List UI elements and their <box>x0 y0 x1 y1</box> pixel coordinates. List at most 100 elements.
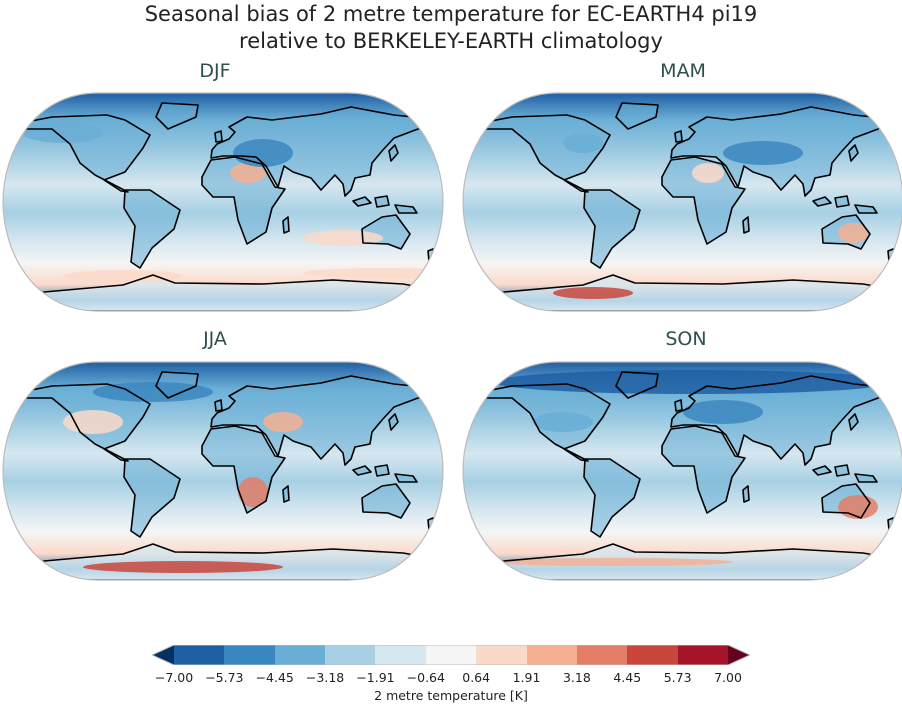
colorbar-segment <box>425 645 477 665</box>
bias-region <box>63 270 183 282</box>
colorbar-tick-label: 5.73 <box>663 670 692 685</box>
coastline <box>388 144 399 162</box>
bias-region <box>553 287 633 299</box>
coastline <box>848 144 859 162</box>
colorbar-segment <box>476 645 528 665</box>
figure-title-line1: Seasonal bias of 2 metre temperature for… <box>144 2 758 26</box>
coastline <box>480 114 611 193</box>
coastline <box>812 465 832 476</box>
bias-region <box>303 268 443 278</box>
coastline <box>361 214 411 250</box>
coastline <box>615 371 659 399</box>
coastline <box>3 543 443 580</box>
colorbar-segment <box>274 645 326 665</box>
colorbar-tick-label: −0.64 <box>406 670 445 685</box>
figure-title-line2: relative to BERKELEY-EARTH climatology <box>239 29 663 53</box>
colorbar-over-extend <box>728 645 750 665</box>
coastline <box>854 473 878 483</box>
coastline <box>615 102 659 130</box>
coastline <box>210 375 443 466</box>
coastline <box>374 464 390 477</box>
coastline <box>463 274 902 311</box>
coastline <box>674 130 683 143</box>
coastline <box>834 195 850 208</box>
coastline <box>210 106 443 197</box>
bias-region <box>692 163 724 183</box>
map-son <box>462 361 902 581</box>
map-jja <box>2 361 444 581</box>
coastline <box>374 195 390 208</box>
coastline <box>214 130 223 143</box>
bias-region <box>83 561 283 573</box>
colorbar-tick-label: 1.91 <box>512 670 541 685</box>
bias-region <box>533 412 593 432</box>
coastline <box>854 204 878 214</box>
colorbar-segment <box>325 645 376 665</box>
map-mam <box>462 92 902 312</box>
coastline <box>123 189 181 269</box>
colorbar <box>152 645 750 665</box>
colorbar-under-extend <box>152 645 174 665</box>
bias-region <box>93 382 213 402</box>
bias-region <box>493 558 733 566</box>
coastline <box>394 473 418 483</box>
bias-region <box>23 123 103 143</box>
coastline <box>583 189 641 269</box>
coastline <box>352 465 372 476</box>
coastline <box>20 114 151 193</box>
coastline <box>123 458 181 538</box>
coastline <box>155 371 199 399</box>
coastline <box>834 464 850 477</box>
bias-region <box>838 495 878 519</box>
map-boundary <box>2 92 444 312</box>
coastline <box>742 485 750 503</box>
coastline <box>742 216 750 234</box>
coastline <box>214 399 223 412</box>
bias-region <box>63 410 123 434</box>
map-boundary <box>462 92 902 312</box>
coastline <box>20 383 151 462</box>
panel-title-djf: DJF <box>199 60 231 82</box>
colorbar-tick-label: 7.00 <box>714 670 742 685</box>
coastline <box>394 204 418 214</box>
coastline <box>848 413 859 431</box>
coastline <box>583 458 641 538</box>
colorbar-segment <box>677 645 729 665</box>
panel-title-mam: MAM <box>660 60 706 82</box>
panel-title-son: SON <box>665 328 707 350</box>
panel-title-jja: JJA <box>203 328 227 350</box>
colorbar-tick-label: −4.45 <box>255 670 294 685</box>
bias-region <box>263 412 303 432</box>
colorbar-segment <box>627 645 679 665</box>
coastline <box>282 216 290 234</box>
coastline <box>821 483 871 519</box>
coastline <box>282 485 290 503</box>
coastline <box>480 383 611 462</box>
colorbar-tick-label: −1.91 <box>356 670 395 685</box>
colorbar-segment <box>375 645 427 665</box>
map-boundary <box>462 361 902 581</box>
colorbar-segment <box>526 645 578 665</box>
colorbar-tick-label: −7.00 <box>154 670 194 685</box>
coastline <box>661 156 746 245</box>
colorbar-segment <box>174 645 225 665</box>
bias-region <box>723 141 803 165</box>
coastline <box>201 156 286 245</box>
coastline <box>3 274 443 311</box>
coastline <box>361 483 411 519</box>
coastline <box>674 399 683 412</box>
coastline <box>812 196 832 207</box>
coastline <box>352 196 372 207</box>
colorbar-tick-label: −3.18 <box>305 670 345 685</box>
bias-region <box>838 223 868 243</box>
coastline <box>670 106 902 197</box>
colorbar-segment <box>224 645 276 665</box>
coastline <box>201 425 286 514</box>
colorbar-tick-label: 4.45 <box>613 670 642 685</box>
map-boundary <box>2 361 444 581</box>
colorbar-tick-label: 3.18 <box>562 670 591 685</box>
coastline <box>670 375 902 466</box>
bias-region <box>493 370 893 394</box>
map-djf <box>2 92 444 312</box>
coastline <box>155 102 199 130</box>
